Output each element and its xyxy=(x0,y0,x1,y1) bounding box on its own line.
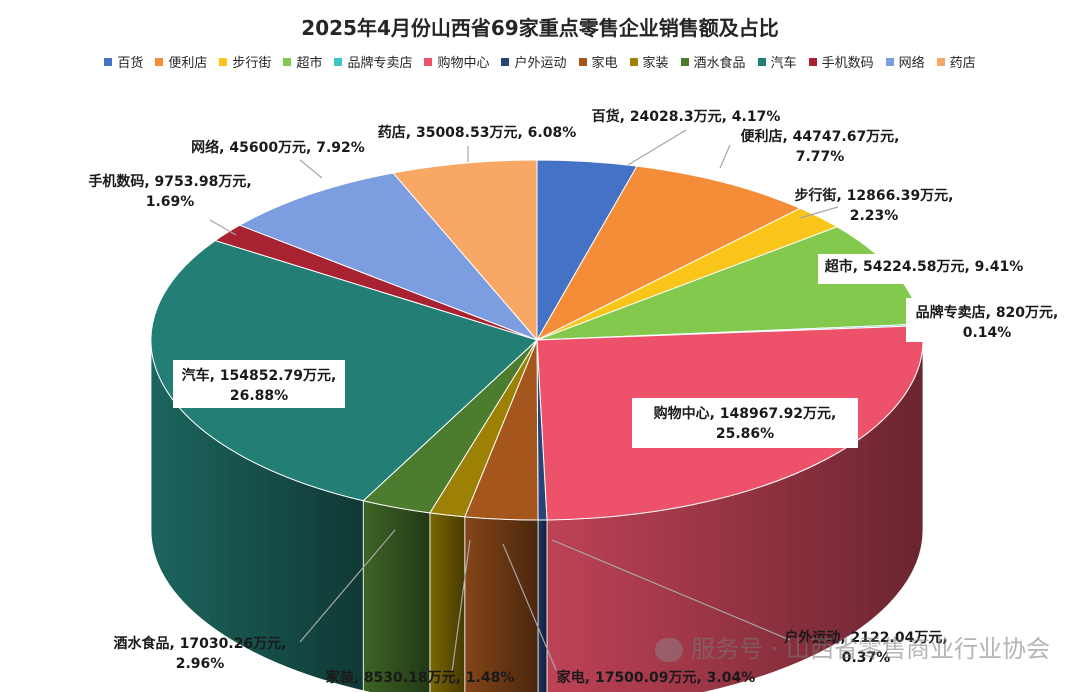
leader-line xyxy=(299,529,396,643)
pie-slice xyxy=(238,172,538,341)
legend-item: 汽车 xyxy=(757,52,797,71)
data-label: 酒水食品, 17030.26万元, xyxy=(113,635,286,652)
data-label: 药店, 35008.53万元, 6.08% xyxy=(378,124,576,141)
legend-swatch xyxy=(757,57,766,66)
data-label: 7.77% xyxy=(796,149,845,165)
data-label: 超市, 54224.58万元, 9.41% xyxy=(824,258,1023,275)
legend-item: 购物中心 xyxy=(424,52,489,71)
data-label: 便利店, 44747.67万元, xyxy=(740,128,899,145)
legend-label: 药店 xyxy=(949,56,976,71)
legend-item: 百货 xyxy=(104,52,143,71)
legend-label: 品牌专卖店 xyxy=(347,56,413,71)
data-label: 25.86% xyxy=(716,426,774,442)
legend-swatch xyxy=(680,57,689,66)
watermark: 服务号 · 山西省零售商业行业协会 xyxy=(655,629,1050,664)
legend-item: 网络 xyxy=(885,52,925,71)
legend-label: 网络 xyxy=(898,56,925,71)
leader-line xyxy=(799,206,839,219)
data-label: 家电, 17500.09万元, 3.04% xyxy=(557,669,755,686)
legend-item: 药店 xyxy=(936,52,976,71)
legend-label: 家装 xyxy=(642,56,669,71)
legend-label: 手机数码 xyxy=(821,56,874,71)
data-label: 0.37% xyxy=(842,650,891,666)
pie-side-wall xyxy=(537,519,548,692)
legend-swatch xyxy=(629,57,638,66)
legend-swatch xyxy=(334,57,343,66)
data-label: 汽车, 154852.79万元, xyxy=(182,367,337,384)
data-label-box xyxy=(906,298,1070,342)
leader-line xyxy=(502,543,557,671)
legend-swatch xyxy=(283,57,292,66)
leader-line xyxy=(209,219,237,236)
legend-label: 汽车 xyxy=(770,56,797,71)
legend-label: 便利店 xyxy=(168,56,208,71)
legend-swatch xyxy=(104,57,113,66)
data-label-box xyxy=(632,398,858,448)
legend-swatch xyxy=(219,57,228,66)
data-label: 2.23% xyxy=(850,208,899,224)
legend-item: 超市 xyxy=(283,52,322,71)
leader-line xyxy=(719,144,731,169)
leader-line xyxy=(299,159,323,179)
legend-swatch xyxy=(578,57,587,66)
legend-item: 手机数码 xyxy=(808,52,874,71)
data-label: 百货, 24028.3万元, 4.17% xyxy=(592,108,781,125)
data-label: 0.14% xyxy=(963,325,1012,341)
legend-swatch xyxy=(155,57,164,66)
legend-swatch xyxy=(808,57,817,66)
legend-label: 百货 xyxy=(117,56,144,71)
pie-side-wall xyxy=(429,512,466,692)
leader-line xyxy=(451,539,471,673)
legend-swatch xyxy=(885,57,894,66)
pie-slice xyxy=(392,159,538,342)
legend-item: 便利店 xyxy=(155,52,207,71)
watermark-text: 服务号 · 山西省零售商业行业协会 xyxy=(691,635,1050,663)
legend-item: 户外运动 xyxy=(501,52,567,71)
legend-swatch xyxy=(501,57,510,66)
legend-label: 步行街 xyxy=(232,56,272,71)
legend-label: 家电 xyxy=(591,56,618,71)
pie-side-wall xyxy=(464,516,539,692)
legend-swatch xyxy=(936,57,945,66)
data-label-box xyxy=(818,254,1030,284)
legend-label: 购物中心 xyxy=(437,56,490,71)
data-label: 家装, 8530.18万元, 1.48% xyxy=(326,669,515,686)
data-label: 手机数码, 9753.98万元, xyxy=(88,173,251,190)
legend-item: 品牌专卖店 xyxy=(334,52,412,71)
leader-line xyxy=(627,129,687,166)
data-label: 26.88% xyxy=(230,388,288,404)
wechat-icon xyxy=(655,638,684,662)
data-label-box xyxy=(173,360,345,408)
data-label: 网络, 45600万元, 7.92% xyxy=(191,139,365,156)
legend-item: 家装 xyxy=(629,52,669,71)
data-label: 步行街, 12866.39万元, xyxy=(794,187,953,204)
leader-line xyxy=(551,539,791,641)
chart-legend: 百货 便利店 步行街 超市 品牌专卖店 购物中心 户外运动 家电 家装 酒水食品 汽车 手机数码 网络 药… xyxy=(0,52,1080,71)
legend-item: 酒水食品 xyxy=(680,52,746,71)
legend-item: 家电 xyxy=(578,52,618,71)
legend-swatch xyxy=(424,57,433,66)
pie-side-wall xyxy=(362,500,431,692)
data-label: 品牌专卖店, 820万元, xyxy=(916,304,1059,321)
legend-label: 超市 xyxy=(296,56,323,71)
legend-label: 户外运动 xyxy=(514,56,567,71)
data-label: 1.69% xyxy=(146,194,195,210)
data-label: 购物中心, 148967.92万元, xyxy=(654,405,837,422)
chart-title: 2025年4月份山西省69家重点零售企业销售额及占比 xyxy=(301,16,779,40)
legend-item: 步行街 xyxy=(219,52,271,71)
pie-slice xyxy=(535,165,802,342)
data-label: 户外运动, 2122.04万元, xyxy=(784,629,947,646)
data-label: 2.96% xyxy=(176,656,225,672)
legend-label: 酒水食品 xyxy=(693,56,746,71)
